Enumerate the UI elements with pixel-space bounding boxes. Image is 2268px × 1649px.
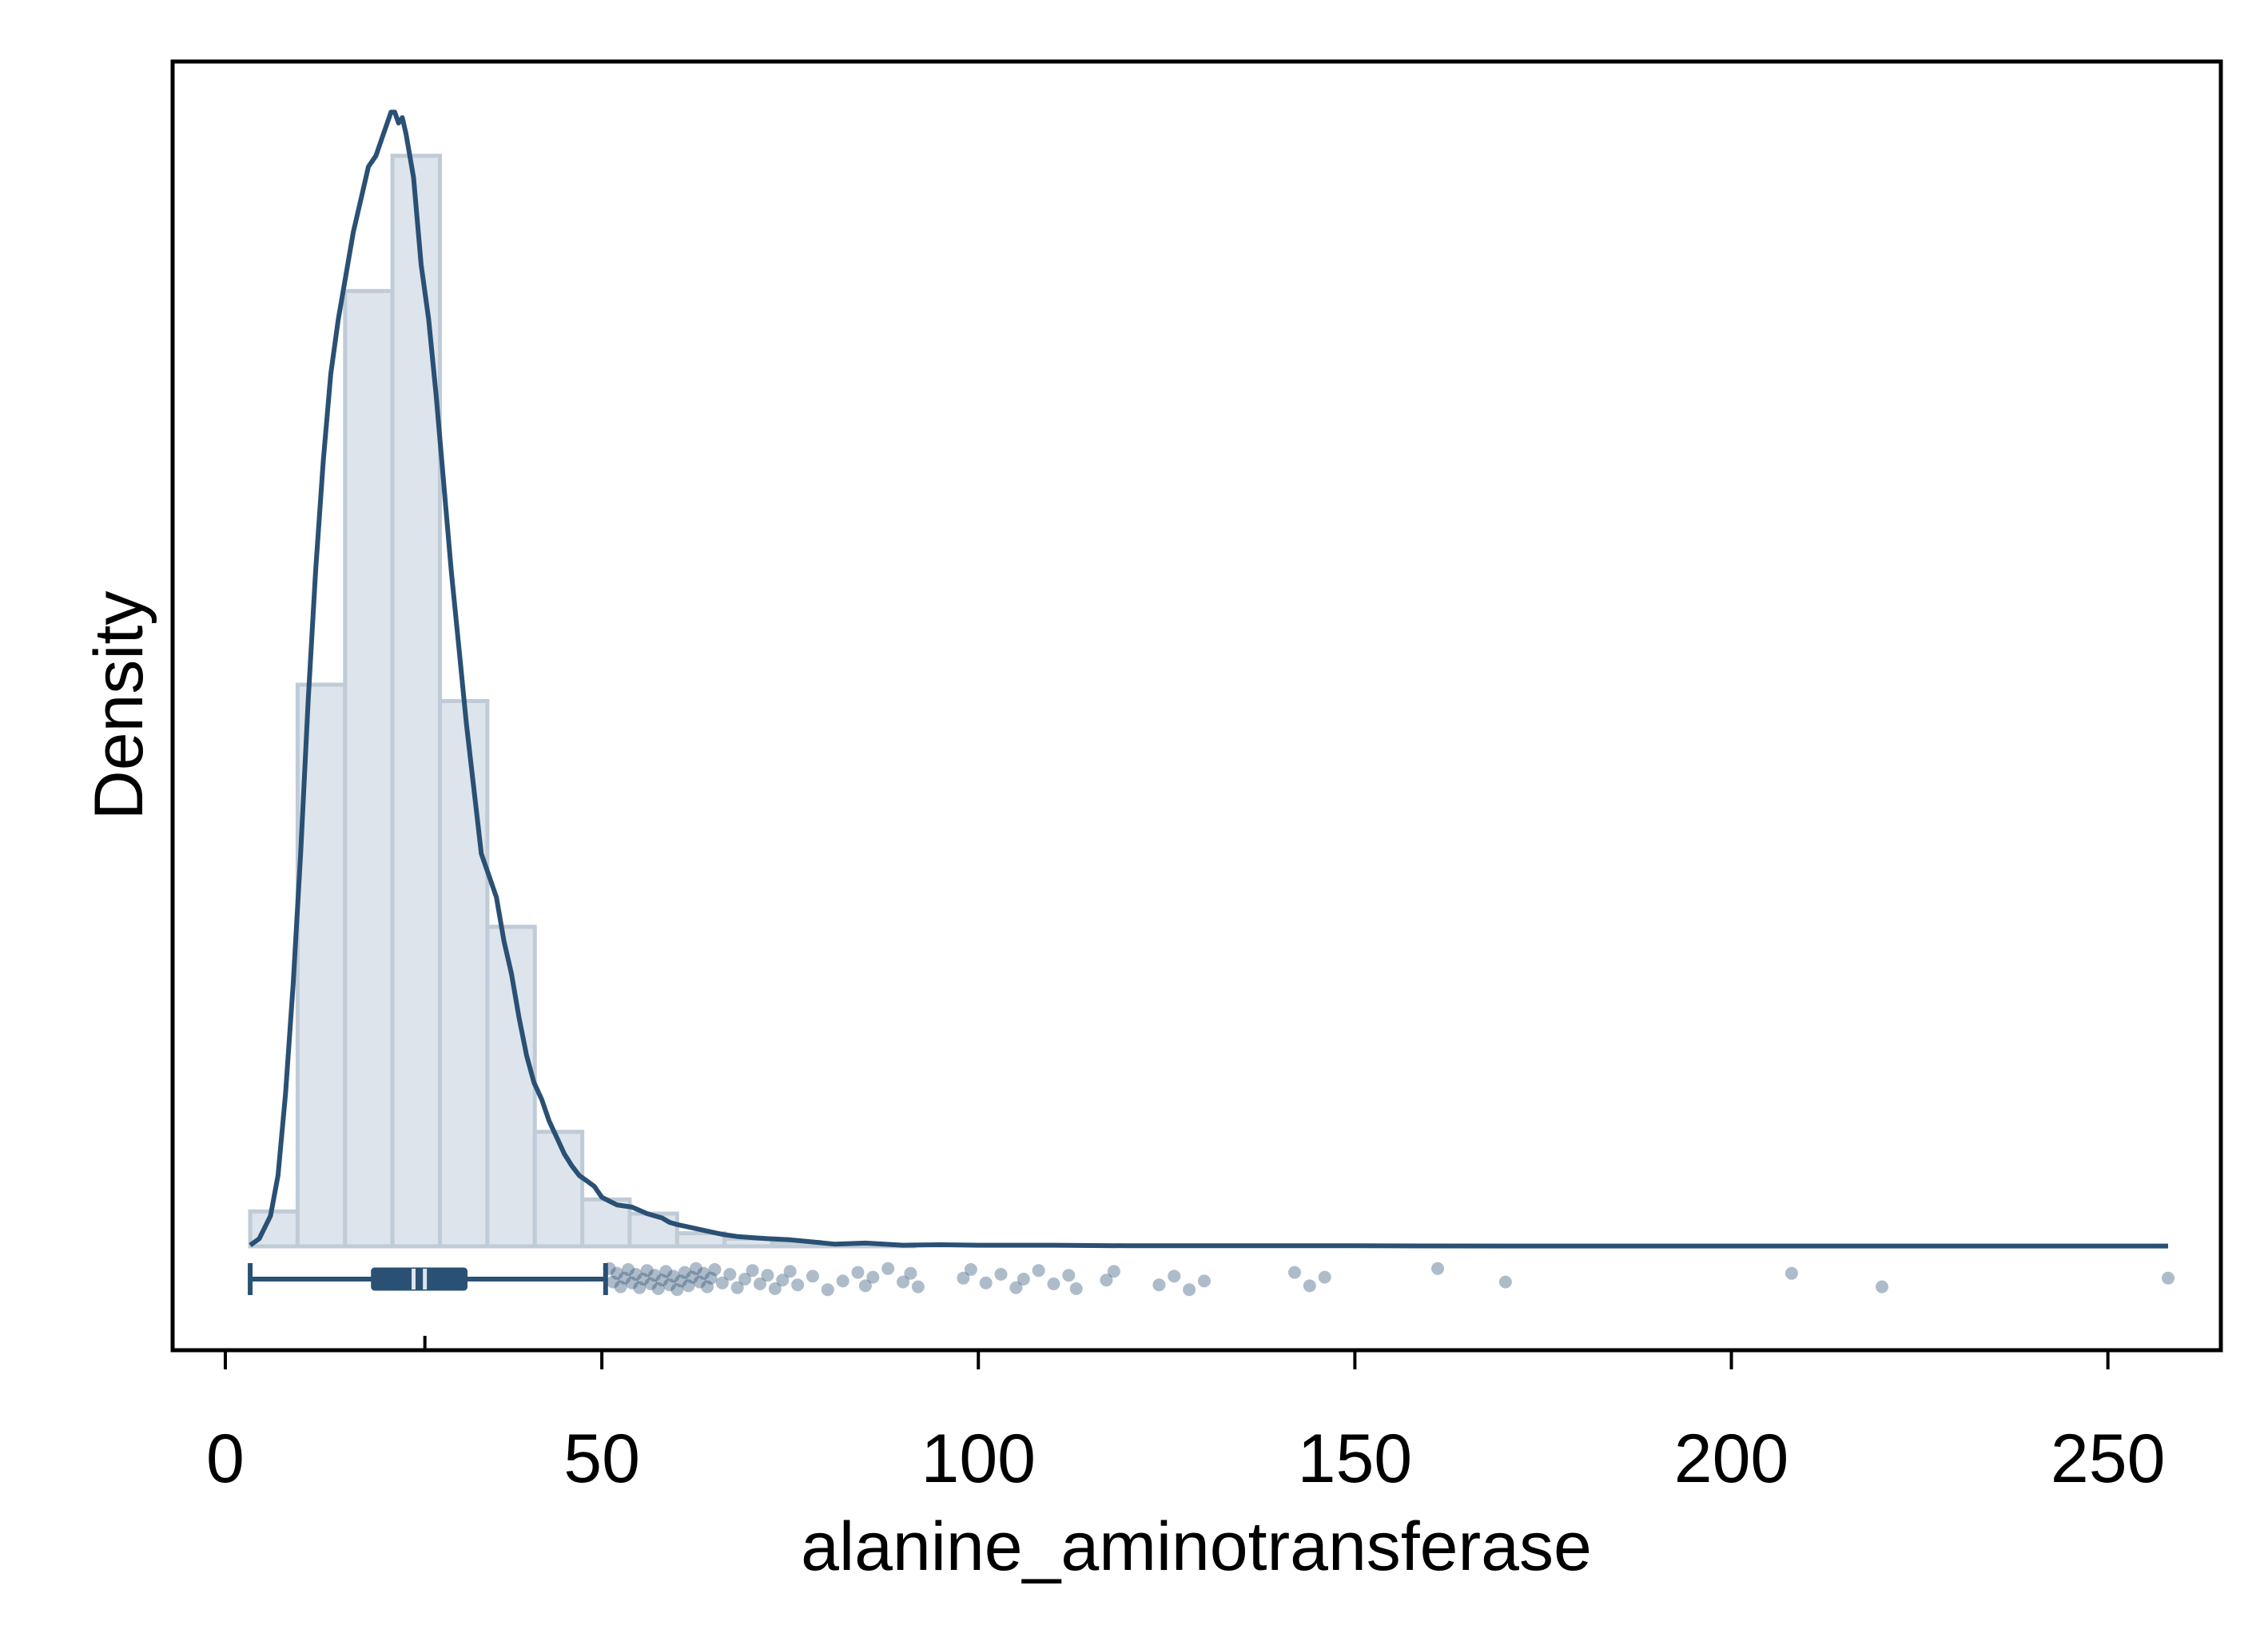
density-curve-layer <box>249 109 2168 1249</box>
outlier-point <box>1183 1283 1196 1297</box>
histogram-bar <box>390 153 443 1249</box>
outlier-point <box>1785 1266 1798 1280</box>
outlier-point <box>697 1266 710 1280</box>
outlier-point <box>614 1280 627 1293</box>
y-axis-title: Density <box>81 591 157 821</box>
outlier-point <box>666 1270 680 1283</box>
histogram-bar <box>343 288 395 1249</box>
outlier-point <box>670 1283 684 1297</box>
outlier-point <box>715 1276 729 1289</box>
outlier-point <box>1107 1265 1120 1278</box>
x-tick-label: 50 <box>563 1421 640 1497</box>
density-curve <box>249 109 2168 1249</box>
outlier-point <box>644 1277 658 1290</box>
outlier-point <box>1431 1262 1445 1275</box>
plot-frame <box>170 59 2223 1353</box>
outlier-point <box>1197 1274 1211 1288</box>
outlier-point <box>704 1271 718 1285</box>
outlier-point <box>662 1278 676 1292</box>
histogram-bar <box>627 1211 679 1249</box>
outlier-point <box>625 1276 639 1289</box>
outlier-point <box>806 1270 819 1283</box>
x-axis: 0 50 100 150 200 250 <box>206 1336 2165 1497</box>
boxplot-layer <box>248 1263 608 1295</box>
outlier-point <box>836 1274 850 1288</box>
outlier-point <box>633 1281 647 1294</box>
outlier-point <box>897 1275 910 1289</box>
outlier-point <box>911 1280 925 1293</box>
outlier-point <box>881 1262 895 1275</box>
outlier-points-layer <box>603 1262 2175 1297</box>
outlier-point <box>1009 1281 1023 1294</box>
x-tick-label: 200 <box>1674 1421 1789 1497</box>
outlier-point <box>1047 1277 1060 1290</box>
outlier-point <box>994 1268 1008 1281</box>
outlier-point <box>651 1282 665 1295</box>
outlier-point <box>791 1278 805 1292</box>
outlier-point <box>686 1270 699 1284</box>
outlier-point <box>610 1266 623 1280</box>
outlier-point <box>761 1269 774 1282</box>
outlier-point <box>1100 1274 1113 1287</box>
outlier-point <box>603 1262 616 1275</box>
outlier-point <box>689 1262 702 1275</box>
outlier-point <box>964 1263 977 1276</box>
outlier-point <box>659 1265 673 1278</box>
outlier-point <box>678 1266 691 1279</box>
histogram-bar <box>580 1197 632 1249</box>
outlier-point <box>1498 1275 1512 1289</box>
outlier-point <box>851 1266 865 1279</box>
outlier-point <box>904 1266 917 1280</box>
outlier-point <box>979 1276 993 1289</box>
outlier-point <box>957 1271 970 1285</box>
outlier-point <box>723 1268 737 1281</box>
outlier-point <box>821 1283 834 1297</box>
x-tick-label: 0 <box>206 1421 245 1497</box>
outlier-point <box>629 1268 643 1281</box>
outlier-point <box>768 1282 782 1295</box>
outlier-point <box>753 1277 766 1290</box>
outlier-point <box>693 1275 706 1289</box>
outlier-point <box>866 1270 880 1284</box>
outlier-point <box>636 1273 650 1285</box>
outlier-point <box>2162 1271 2175 1285</box>
outlier-point <box>655 1274 669 1287</box>
outlier-point <box>607 1275 620 1289</box>
outlier-point <box>746 1264 759 1277</box>
histogram-bar <box>438 699 490 1249</box>
x-tick-label: 250 <box>2051 1421 2166 1497</box>
outlier-point <box>1168 1270 1181 1283</box>
outlier-point <box>701 1280 714 1293</box>
outlier-point <box>783 1265 797 1278</box>
outlier-point <box>1152 1278 1166 1292</box>
outlier-point <box>1069 1282 1083 1295</box>
outlier-point <box>1032 1264 1045 1277</box>
histogram-bar <box>532 1130 585 1249</box>
x-tick-label: 150 <box>1298 1421 1413 1497</box>
outlier-point <box>1875 1280 1888 1293</box>
outlier-point <box>1318 1270 1331 1284</box>
outlier-point <box>622 1263 635 1276</box>
outlier-point <box>1303 1279 1316 1293</box>
outlier-point <box>1287 1266 1301 1279</box>
outlier-point <box>738 1273 752 1285</box>
x-axis-title: alanine_aminotransferase <box>801 1508 1592 1585</box>
outlier-point <box>674 1274 688 1288</box>
box-iqr <box>371 1267 468 1291</box>
x-tick-label: 100 <box>921 1421 1036 1497</box>
outlier-point <box>730 1281 744 1294</box>
outlier-point <box>1017 1273 1030 1285</box>
outlier-point <box>640 1264 654 1277</box>
outlier-point <box>858 1279 872 1293</box>
outlier-point <box>618 1271 631 1285</box>
outlier-point <box>648 1269 662 1282</box>
outlier-point <box>1062 1269 1076 1282</box>
outlier-point <box>682 1279 695 1293</box>
outlier-point <box>776 1274 790 1287</box>
outlier-point <box>708 1263 722 1276</box>
